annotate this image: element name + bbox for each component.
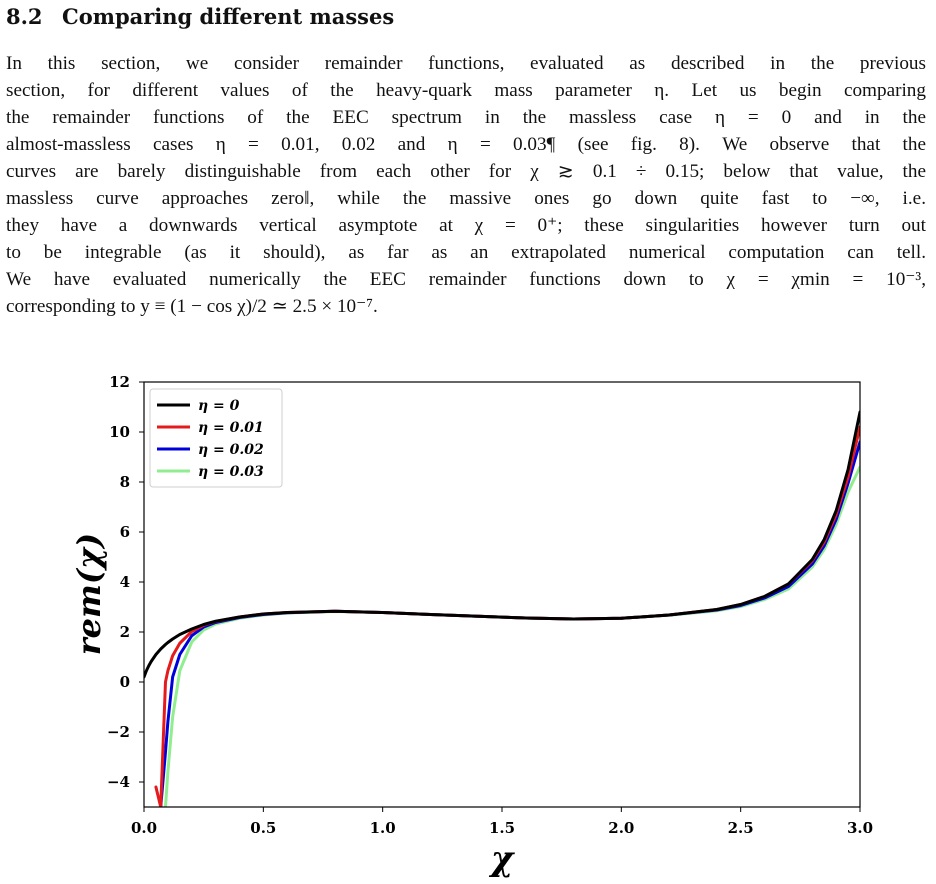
series-lines [144,410,860,807]
y-tick-label: −4 [107,773,130,791]
paragraph-line: the remainder functions of the EEC spect… [6,107,926,128]
y-tick-label: 8 [120,473,130,491]
paragraph-line: We have evaluated numerically the EEC re… [6,269,926,290]
x-tick-label: 0.0 [131,819,157,837]
series-line [163,465,860,807]
paragraph-line: section, for different values of the hea… [6,80,926,101]
section-title: Comparing different masses [62,4,395,29]
paragraph-line: massless curve approaches zero‖, while t… [6,188,926,209]
section-heading: 8.2 Comparing different masses [6,4,394,29]
x-tick-label: 1.0 [370,819,396,837]
y-axis-label: rem(χ) [70,533,108,655]
paragraph-line: almost-massless cases η = 0.01, 0.02 and… [6,134,926,155]
paragraph-line: In this section, we consider remainder f… [6,53,926,74]
y-tick-label: 10 [109,423,130,441]
legend-label: η = 0 [198,398,240,414]
paragraph-line: curves are barely distinguishable from e… [6,161,926,182]
section-number: 8.2 [6,4,43,29]
figure-8: 0.0 0.5 1.0 1.5 2.0 2.5 3.0 −4 −2 0 2 4 6 8 10 12 χ re… [0,360,936,884]
y-tick-label: 4 [120,573,130,591]
x-tick-label: 3.0 [847,819,873,837]
y-tick-label: 12 [109,373,130,391]
series-line [159,440,860,807]
legend-label: η = 0.03 [198,464,264,480]
legend-box [149,388,283,488]
body-paragraph: In this section, we consider remainder f… [6,50,926,320]
remainder-chart: 0.0 0.5 1.0 1.5 2.0 2.5 3.0 −4 −2 0 2 4 6 8 10 12 χ re… [70,373,873,879]
paragraph-line: they have a downwards vertical asymptote… [6,215,926,236]
paragraph-line: to be integrable (as it should), as far … [6,242,926,263]
paragraph-line: corresponding to y ≡ (1 − cos χ)/2 ≃ 2.5… [6,296,378,317]
legend-label: η = 0.01 [198,420,264,436]
x-tick-label: 2.5 [728,819,754,837]
y-tick-label: 6 [120,523,130,541]
legend-label: η = 0.02 [198,442,264,458]
y-axis: −4 −2 0 2 4 6 8 10 12 [107,373,144,791]
x-tick-label: 1.5 [489,819,515,837]
legend: η = 0 η = 0.01 η = 0.02 η = 0.03 [149,388,283,488]
y-tick-label: 2 [120,623,130,641]
series-line [144,410,860,679]
x-tick-label: 0.5 [250,819,276,837]
x-axis-label: χ [489,839,516,879]
x-tick-label: 2.0 [608,819,634,837]
x-axis: 0.0 0.5 1.0 1.5 2.0 2.5 3.0 [131,807,873,837]
y-tick-label: 0 [120,673,130,691]
y-tick-label: −2 [107,723,130,741]
